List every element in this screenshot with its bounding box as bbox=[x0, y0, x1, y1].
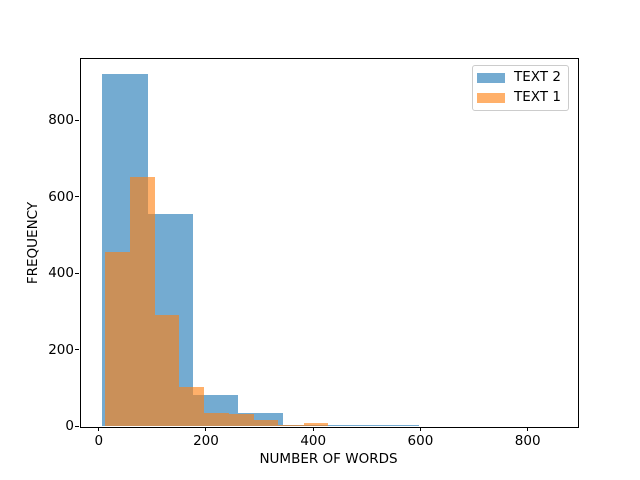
x-tick-label: 200 bbox=[193, 433, 219, 449]
y-tick-label: 600 bbox=[48, 188, 74, 205]
y-tick-mark bbox=[75, 196, 79, 198]
y-tick-label: 0 bbox=[65, 418, 74, 434]
histogram-bar-text-1 bbox=[129, 176, 155, 426]
x-tick-label: 800 bbox=[514, 433, 541, 449]
histogram-bar-text-1 bbox=[278, 425, 304, 426]
x-tick-mark bbox=[312, 427, 314, 431]
histogram-bar-text-1 bbox=[253, 419, 279, 426]
legend-label: TEXT 1 bbox=[514, 89, 561, 106]
y-tick-mark bbox=[75, 272, 79, 274]
histogram-bar-text-2 bbox=[373, 425, 419, 426]
y-axis-label: FREQUENCY bbox=[25, 201, 41, 285]
x-tick-label: 0 bbox=[94, 433, 104, 449]
histogram-bar-text-1 bbox=[104, 252, 130, 426]
histogram-bar-text-1 bbox=[179, 386, 204, 426]
histogram-bar-text-1 bbox=[154, 314, 180, 426]
x-tick-mark bbox=[419, 427, 421, 431]
histogram-bar-text-1 bbox=[203, 412, 230, 426]
histogram-bar-text-2 bbox=[328, 425, 374, 426]
bars-layer bbox=[80, 58, 577, 426]
legend-color-patch bbox=[477, 92, 505, 104]
legend-item: TEXT 1 bbox=[477, 88, 564, 107]
legend-item: TEXT 2 bbox=[477, 69, 564, 88]
x-tick-label: 400 bbox=[300, 433, 327, 449]
y-tick-mark bbox=[75, 119, 79, 121]
y-tick-label: 200 bbox=[48, 341, 74, 358]
histogram-bar-text-1 bbox=[229, 414, 254, 426]
x-tick-label: 600 bbox=[407, 433, 434, 449]
x-axis-label: NUMBER OF WORDS bbox=[259, 451, 398, 467]
legend-color-patch bbox=[477, 72, 505, 84]
x-tick-mark bbox=[527, 427, 529, 431]
y-tick-mark bbox=[75, 425, 79, 427]
legend-label: TEXT 2 bbox=[514, 69, 561, 86]
histogram-bar-text-1 bbox=[303, 422, 329, 426]
y-tick-label: 400 bbox=[48, 265, 74, 282]
x-tick-mark bbox=[205, 427, 207, 431]
y-tick-mark bbox=[75, 349, 79, 351]
y-tick-label: 800 bbox=[48, 112, 74, 129]
x-tick-mark bbox=[98, 427, 100, 431]
legend-box: TEXT 2 TEXT 1 bbox=[472, 65, 569, 111]
